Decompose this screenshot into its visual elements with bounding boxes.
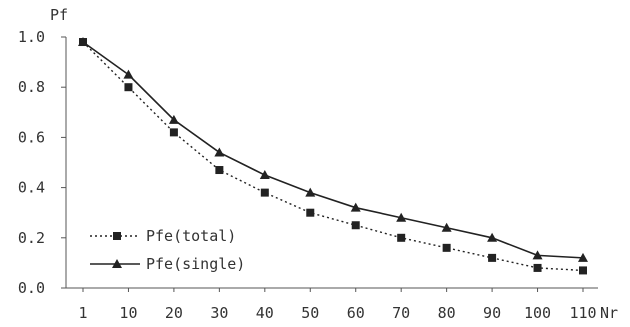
x-tick-label: 20 xyxy=(165,304,183,322)
legend-entry: Pfe(total) xyxy=(90,227,236,245)
data-point-triangle xyxy=(259,170,270,180)
y-axis-label: Pf xyxy=(50,6,68,24)
data-point-triangle xyxy=(578,252,588,262)
x-tick-label: 60 xyxy=(347,304,365,322)
legend-marker-triangle xyxy=(112,259,122,268)
x-tick-label: 30 xyxy=(210,304,228,322)
data-point-triangle xyxy=(487,232,498,242)
data-point-triangle xyxy=(305,187,316,197)
y-tick-label: 1.0 xyxy=(18,28,45,46)
x-tick-label: 80 xyxy=(438,304,456,322)
series-square xyxy=(79,38,587,275)
data-point-square xyxy=(488,253,497,262)
data-point-triangle xyxy=(214,147,225,157)
y-tick-label: 0.8 xyxy=(18,78,45,96)
x-tick-label: 110 xyxy=(569,304,596,322)
y-tick-label: 0.4 xyxy=(18,179,45,197)
x-axis-ticks: 1 10 20 30 40 50 60 70 80 90 100 110 xyxy=(78,288,597,322)
data-point-triangle xyxy=(396,212,407,222)
data-point-triangle xyxy=(532,250,543,260)
data-point-square xyxy=(442,243,451,252)
x-axis-label: Nr xyxy=(600,304,618,322)
x-tick-label: 10 xyxy=(119,304,137,322)
series-line xyxy=(82,41,584,272)
series-layer xyxy=(78,37,588,275)
x-tick-label: 100 xyxy=(524,304,551,322)
data-point-triangle xyxy=(441,222,452,232)
legend-marker-square xyxy=(113,232,121,240)
legend-label: Pfe(total) xyxy=(146,227,236,245)
data-point-triangle xyxy=(350,202,361,212)
y-axis-ticks: 0.0 0.2 0.4 0.6 0.8 1.0 xyxy=(18,28,66,297)
data-point-triangle xyxy=(168,114,179,124)
data-point-square xyxy=(397,233,406,242)
x-tick-label: 1 xyxy=(78,304,87,322)
data-point-square xyxy=(579,266,587,275)
y-tick-label: 0.2 xyxy=(18,229,45,247)
series-line xyxy=(82,41,584,259)
data-point-square xyxy=(215,166,224,175)
data-point-triangle xyxy=(123,69,134,79)
data-point-square xyxy=(533,263,542,272)
y-tick-label: 0.6 xyxy=(18,128,45,146)
legend-entry: Pfe(single) xyxy=(90,255,245,273)
data-point-square xyxy=(124,83,133,92)
axes xyxy=(65,37,598,289)
x-tick-label: 40 xyxy=(256,304,274,322)
legend-label: Pfe(single) xyxy=(146,255,245,273)
data-point-square xyxy=(351,221,360,230)
y-tick-label: 0.0 xyxy=(18,279,45,297)
data-point-square xyxy=(306,208,315,217)
x-tick-label: 70 xyxy=(392,304,410,322)
legend: Pfe(total) Pfe(single) xyxy=(90,227,245,273)
data-point-square xyxy=(79,38,87,47)
x-tick-label: 90 xyxy=(483,304,501,322)
data-point-square xyxy=(169,128,178,137)
x-tick-label: 50 xyxy=(301,304,319,322)
data-point-square xyxy=(260,188,269,197)
